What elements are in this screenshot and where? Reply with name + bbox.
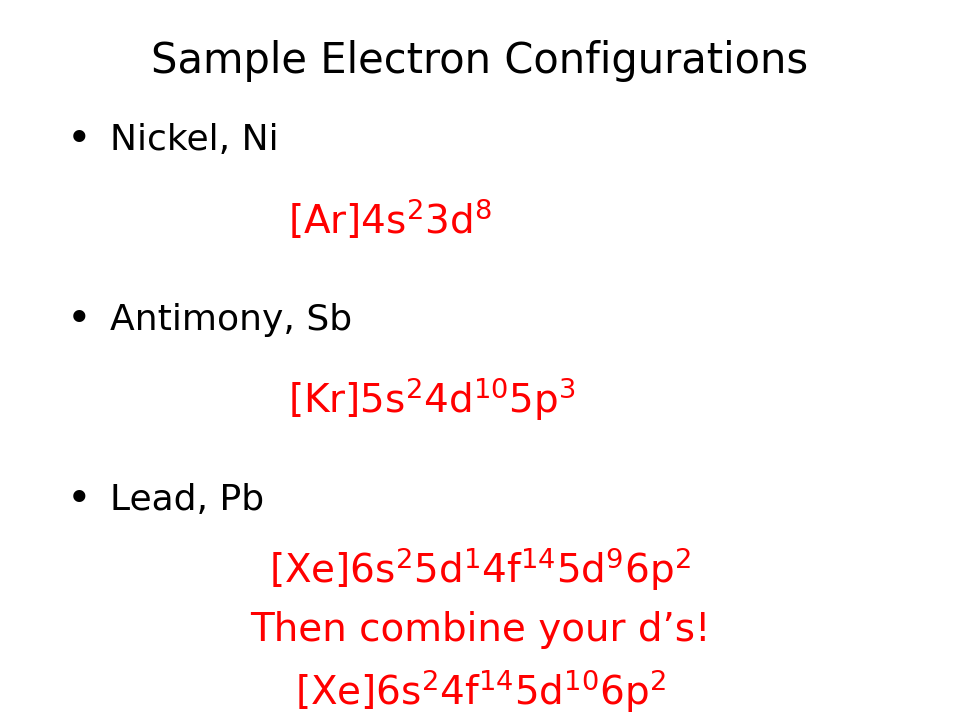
Text: $\mathregular{[Xe]6s^{2}5d^{1}4f^{14}5d^{9}6p^{2}}$: $\mathregular{[Xe]6s^{2}5d^{1}4f^{14}5d^… [269, 545, 691, 593]
Text: Nickel, Ni: Nickel, Ni [110, 123, 279, 158]
Text: $\mathregular{[Xe]6s^{2}4f^{14}5d^{10}6p^{2}}$: $\mathregular{[Xe]6s^{2}4f^{14}5d^{10}6p… [295, 667, 665, 715]
Text: Sample Electron Configurations: Sample Electron Configurations [152, 40, 808, 81]
Text: Lead, Pb: Lead, Pb [110, 483, 265, 518]
Text: Antimony, Sb: Antimony, Sb [110, 303, 352, 338]
Text: •: • [67, 300, 92, 341]
Text: •: • [67, 480, 92, 521]
Text: $\mathregular{[Ar]4s^{2}3d^{8}}$: $\mathregular{[Ar]4s^{2}3d^{8}}$ [288, 197, 492, 242]
Text: $\mathregular{[Kr]5s^{2}4d^{10}5p^{3}}$: $\mathregular{[Kr]5s^{2}4d^{10}5p^{3}}$ [288, 376, 576, 423]
Text: Then combine your d’s!: Then combine your d’s! [250, 611, 710, 649]
Text: •: • [67, 120, 92, 161]
